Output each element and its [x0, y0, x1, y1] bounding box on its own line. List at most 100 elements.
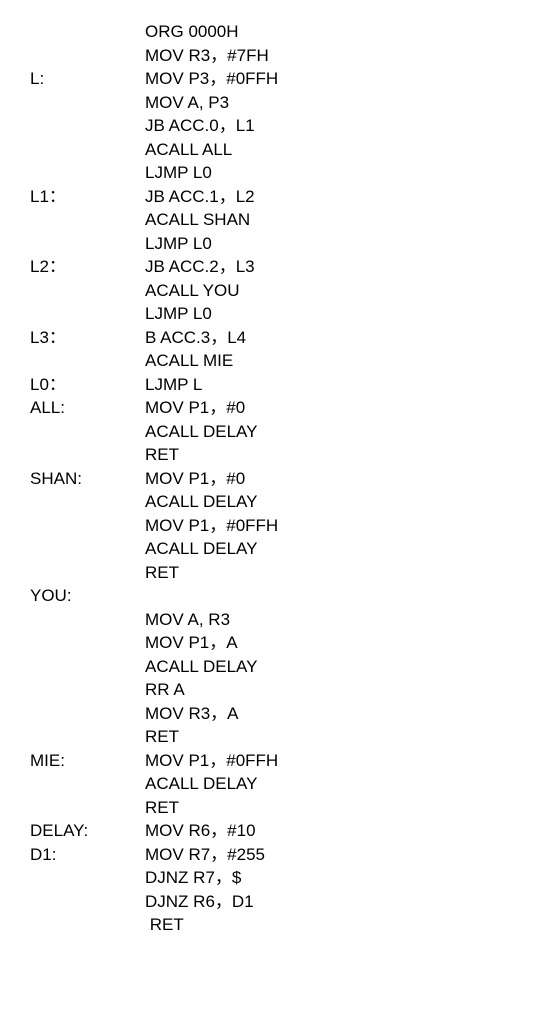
code-line: LJMP L0	[30, 302, 534, 326]
code-line: LJMP L0	[30, 161, 534, 185]
code-label: DELAY:	[30, 819, 145, 843]
code-label	[30, 349, 145, 373]
code-line: ALL:MOV P1，#0	[30, 396, 534, 420]
code-line: ORG 0000H	[30, 20, 534, 44]
code-line: RET	[30, 796, 534, 820]
code-label	[30, 772, 145, 796]
code-instruction: JB ACC.1，L2	[145, 185, 255, 209]
code-instruction: MOV P3，#0FFH	[145, 67, 278, 91]
code-label	[30, 208, 145, 232]
code-line: L0：LJMP L	[30, 373, 534, 397]
code-instruction: ACALL DELAY	[145, 537, 257, 561]
code-label	[30, 537, 145, 561]
code-label: YOU:	[30, 584, 145, 608]
code-line: LJMP L0	[30, 232, 534, 256]
code-instruction: DJNZ R6，D1	[145, 890, 254, 914]
code-label: D1:	[30, 843, 145, 867]
code-label	[30, 725, 145, 749]
code-line: ACALL DELAY	[30, 420, 534, 444]
code-label: L1：	[30, 185, 145, 209]
code-label	[30, 232, 145, 256]
code-label	[30, 490, 145, 514]
code-line: ACALL DELAY	[30, 490, 534, 514]
code-label	[30, 702, 145, 726]
code-instruction: MOV R6，#10	[145, 819, 256, 843]
code-instruction: MOV A, R3	[145, 608, 230, 632]
code-line: L3：B ACC.3，L4	[30, 326, 534, 350]
code-line: SHAN:MOV P1，#0	[30, 467, 534, 491]
code-label	[30, 138, 145, 162]
code-instruction: MOV P1，#0	[145, 396, 245, 420]
code-label	[30, 561, 145, 585]
code-line: DELAY:MOV R6，#10	[30, 819, 534, 843]
code-instruction: ACALL MIE	[145, 349, 233, 373]
code-instruction: ACALL SHAN	[145, 208, 250, 232]
code-label	[30, 866, 145, 890]
code-instruction: LJMP L	[145, 373, 202, 397]
code-instruction: JB ACC.0，L1	[145, 114, 255, 138]
code-instruction: MOV P1，#0FFH	[145, 749, 278, 773]
code-label	[30, 279, 145, 303]
code-label	[30, 91, 145, 115]
code-instruction: RET	[145, 561, 179, 585]
code-label	[30, 678, 145, 702]
code-label	[30, 44, 145, 68]
code-instruction: ACALL DELAY	[145, 490, 257, 514]
code-instruction: MOV R7，#255	[145, 843, 265, 867]
code-instruction: RET	[145, 913, 184, 937]
code-instruction: ACALL DELAY	[145, 655, 257, 679]
code-instruction: MOV A, P3	[145, 91, 229, 115]
code-label: ALL:	[30, 396, 145, 420]
code-label	[30, 114, 145, 138]
code-line: RET	[30, 725, 534, 749]
code-label	[30, 514, 145, 538]
code-label	[30, 443, 145, 467]
code-line: MOV A, R3	[30, 608, 534, 632]
code-instruction: RR A	[145, 678, 185, 702]
code-line: L:MOV P3，#0FFH	[30, 67, 534, 91]
code-instruction: ORG 0000H	[145, 20, 239, 44]
code-line: MOV P1，A	[30, 631, 534, 655]
code-instruction: LJMP L0	[145, 161, 212, 185]
code-line: ACALL DELAY	[30, 537, 534, 561]
code-label: SHAN:	[30, 467, 145, 491]
code-instruction: MOV P1，A	[145, 631, 238, 655]
code-line: ACALL ALL	[30, 138, 534, 162]
code-label	[30, 631, 145, 655]
code-label: L3：	[30, 326, 145, 350]
code-line: L2：JB ACC.2，L3	[30, 255, 534, 279]
code-line: JB ACC.0，L1	[30, 114, 534, 138]
code-instruction: MOV P1，#0	[145, 467, 245, 491]
code-instruction: JB ACC.2，L3	[145, 255, 255, 279]
code-label	[30, 302, 145, 326]
code-label	[30, 913, 145, 937]
code-line: DJNZ R6，D1	[30, 890, 534, 914]
code-line: ACALL DELAY	[30, 655, 534, 679]
code-line: MOV A, P3	[30, 91, 534, 115]
code-instruction: RET	[145, 443, 179, 467]
code-line: DJNZ R7，$	[30, 866, 534, 890]
code-instruction: MOV R3，A	[145, 702, 239, 726]
assembly-code-listing: ORG 0000HMOV R3，#7FHL:MOV P3，#0FFHMOV A,…	[0, 0, 534, 937]
code-label	[30, 796, 145, 820]
code-instruction: LJMP L0	[145, 302, 212, 326]
code-instruction: MOV P1，#0FFH	[145, 514, 278, 538]
code-label	[30, 655, 145, 679]
code-line: MOV R3，#7FH	[30, 44, 534, 68]
code-instruction: LJMP L0	[145, 232, 212, 256]
code-instruction: ACALL DELAY	[145, 772, 257, 796]
code-line: D1:MOV R7，#255	[30, 843, 534, 867]
code-line: RET	[30, 443, 534, 467]
code-instruction: B ACC.3，L4	[145, 326, 246, 350]
code-label: MIE:	[30, 749, 145, 773]
code-instruction: ACALL ALL	[145, 138, 232, 162]
code-label: L2：	[30, 255, 145, 279]
code-line: ACALL YOU	[30, 279, 534, 303]
code-label	[30, 161, 145, 185]
code-line: MIE:MOV P1，#0FFH	[30, 749, 534, 773]
code-line: ACALL SHAN	[30, 208, 534, 232]
code-label	[30, 20, 145, 44]
code-instruction: RET	[145, 796, 179, 820]
code-line: MOV P1，#0FFH	[30, 514, 534, 538]
code-line: RR A	[30, 678, 534, 702]
